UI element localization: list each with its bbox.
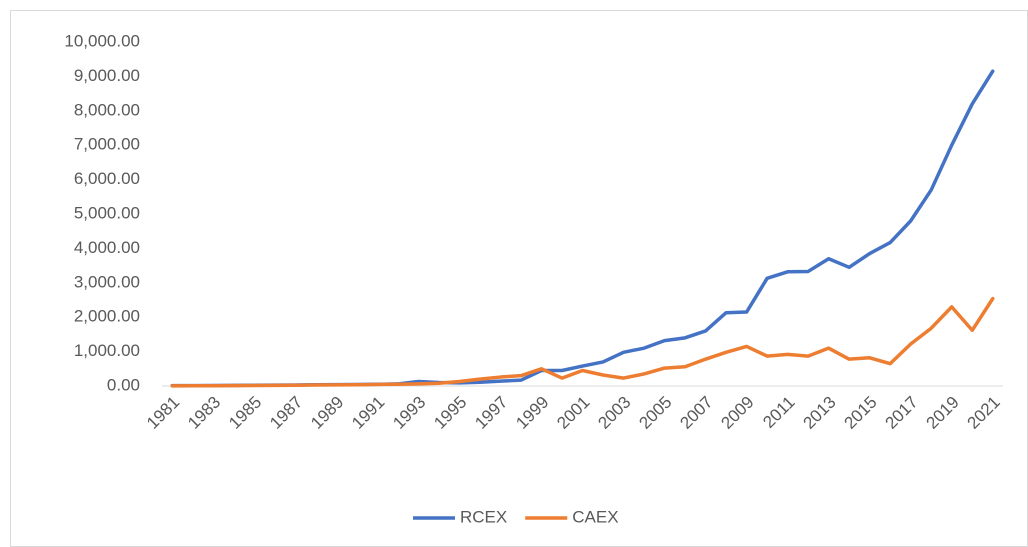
series-line — [170, 296, 995, 388]
y-tick-label: 6,000.00 — [74, 169, 140, 188]
legend-label: CAEX — [572, 507, 618, 526]
y-tick-label: 9,000.00 — [74, 66, 140, 85]
y-tick-label: 10,000.00 — [64, 31, 140, 50]
y-tick-label: 8,000.00 — [74, 100, 140, 119]
y-tick-label: 7,000.00 — [74, 135, 140, 154]
y-tick-label: 0.00 — [107, 375, 140, 394]
y-tick-label: 1,000.00 — [74, 341, 140, 360]
y-tick-label: 4,000.00 — [74, 238, 140, 257]
y-tick-label: 3,000.00 — [74, 272, 140, 291]
y-tick-label: 5,000.00 — [74, 203, 140, 222]
chart-frame — [10, 10, 1028, 547]
legend-label: RCEX — [460, 507, 507, 526]
y-tick-label: 2,000.00 — [74, 307, 140, 326]
